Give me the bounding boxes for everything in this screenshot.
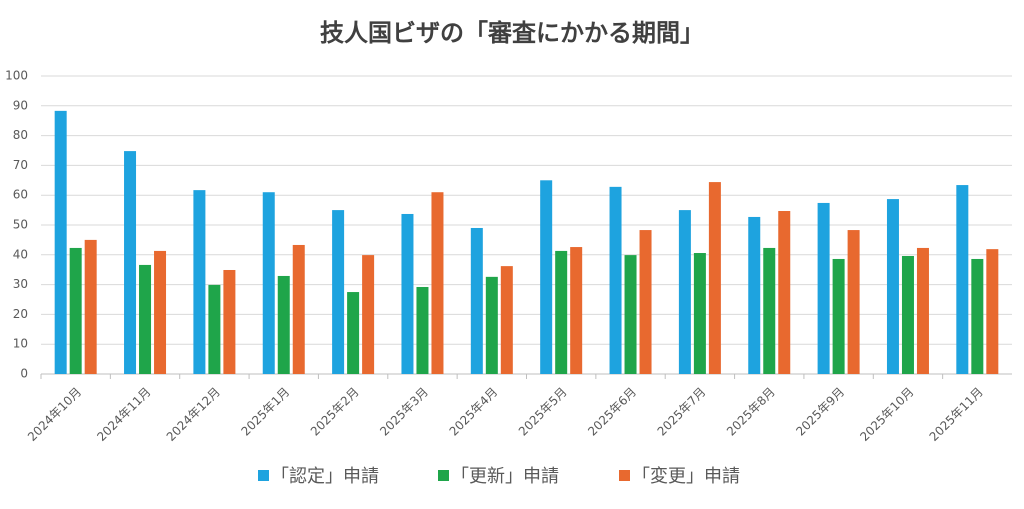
legend-label: 「更新」申請 (451, 466, 559, 487)
x-tick-label: 2025年9月 (793, 385, 847, 439)
bar (540, 180, 553, 374)
x-tick-label: 2025年5月 (516, 385, 570, 439)
bar (678, 210, 691, 374)
bar (609, 186, 622, 374)
x-tick-label: 2025年7月 (655, 385, 709, 439)
x-tick-label: 2025年3月 (377, 385, 431, 439)
x-tick-label: 2025年6月 (585, 385, 639, 439)
legend-label: 「変更」申請 (632, 466, 740, 487)
y-tick-label: 10 (13, 337, 28, 351)
bar (693, 253, 706, 374)
bar (193, 190, 206, 374)
bar (986, 249, 999, 374)
bar (916, 247, 929, 374)
bar (84, 239, 97, 374)
x-tick-label: 2024年11月 (94, 385, 153, 444)
bar (485, 276, 498, 374)
bar (886, 199, 899, 374)
legend-swatch (619, 470, 630, 481)
bar (154, 250, 167, 374)
bar (139, 264, 152, 374)
bar (624, 255, 637, 374)
bar (901, 255, 914, 374)
bar (332, 210, 345, 374)
y-tick-label: 20 (13, 307, 28, 321)
bar (500, 266, 513, 374)
bar (763, 247, 776, 374)
x-tick-label: 2024年10月 (25, 385, 84, 444)
chart-title: 技人国ビザの「審査にかかる期間」 (320, 19, 704, 47)
bar (223, 269, 236, 374)
bar (69, 247, 82, 374)
bar (555, 250, 568, 374)
bar (401, 213, 414, 374)
bar (817, 202, 830, 374)
x-tick-label: 2025年2月 (308, 385, 362, 439)
x-tick-label: 2025年10月 (857, 385, 916, 444)
x-tick-label: 2024年12月 (164, 385, 223, 444)
legend-label: 「認定」申請 (271, 466, 379, 487)
bar (956, 185, 969, 374)
bar (708, 182, 721, 374)
y-tick-label: 50 (13, 218, 28, 232)
bar (971, 258, 984, 374)
bar (347, 292, 360, 374)
x-tick-label: 2025年8月 (724, 385, 778, 439)
bar (778, 210, 791, 374)
bar (748, 216, 761, 374)
bar (208, 284, 221, 374)
bar (832, 258, 845, 374)
x-tick-label: 2025年1月 (238, 385, 292, 439)
y-tick-label: 70 (13, 158, 28, 172)
bar (277, 275, 290, 374)
bar (262, 192, 275, 374)
bar (124, 151, 137, 374)
y-tick-label: 30 (13, 277, 28, 291)
bar (570, 247, 583, 374)
y-tick-label: 90 (13, 98, 28, 112)
legend-swatch (438, 470, 449, 481)
legend-swatch (258, 470, 269, 481)
y-tick-label: 60 (13, 188, 28, 202)
y-tick-label: 40 (13, 247, 28, 261)
bar (292, 244, 305, 374)
bar (847, 230, 860, 374)
x-tick-label: 2025年11月 (927, 385, 986, 444)
bar (54, 110, 67, 374)
x-tick-label: 2025年4月 (447, 385, 501, 439)
bar (639, 230, 652, 374)
bar (362, 255, 375, 374)
y-tick-label: 0 (20, 367, 28, 381)
y-tick-label: 80 (13, 128, 28, 142)
y-tick-label: 100 (5, 69, 28, 83)
bar (431, 192, 444, 374)
bar (470, 227, 483, 374)
bar (416, 286, 429, 374)
